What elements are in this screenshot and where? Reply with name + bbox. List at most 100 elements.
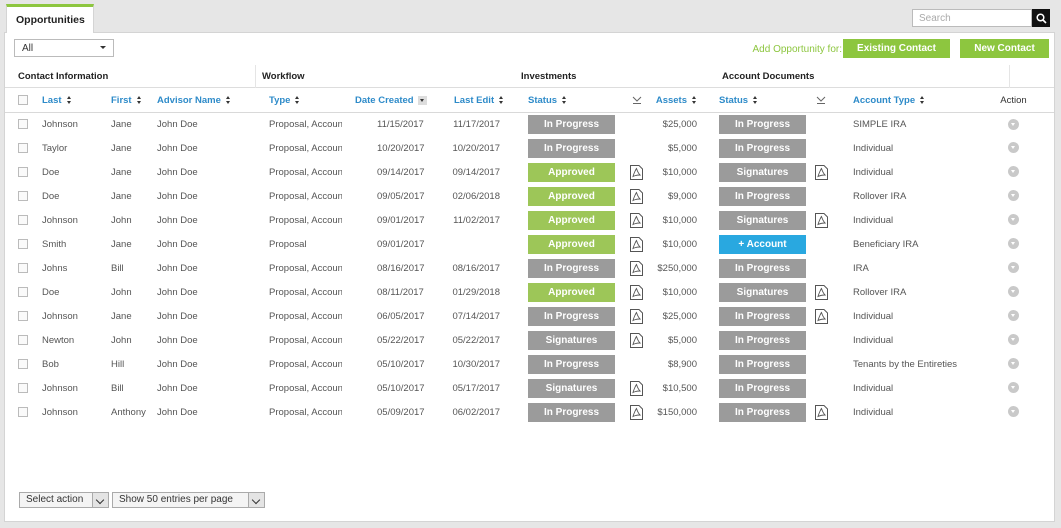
row-checkbox[interactable] <box>18 238 28 249</box>
pdf-file-icon[interactable] <box>630 380 643 396</box>
row-checkbox[interactable] <box>18 262 28 273</box>
col-document-download[interactable] <box>809 89 833 113</box>
existing-contact-button[interactable]: Existing Contact <box>843 39 950 58</box>
search-input[interactable] <box>912 9 1032 27</box>
row-action-dropdown-icon[interactable] <box>1008 190 1019 202</box>
tab-opportunities[interactable]: Opportunities <box>6 4 94 33</box>
table-row[interactable]: Taylor Jane John Doe Proposal, Account 10/20… <box>5 136 1054 160</box>
row-action-dropdown-icon[interactable] <box>1008 286 1019 298</box>
table-row[interactable]: Newton John John Doe Proposal, Account 05/22… <box>5 328 1054 352</box>
col-investment-download[interactable] <box>626 89 647 113</box>
row-action-dropdown-icon[interactable] <box>1008 142 1019 154</box>
pdf-file-icon[interactable] <box>630 188 643 204</box>
table-row[interactable]: Bob Hill John Doe Proposal, Account 05/10/20… <box>5 352 1054 376</box>
table-row[interactable]: Johnson Anthony John Doe Proposal, Account 0… <box>5 400 1054 424</box>
pdf-file-icon[interactable] <box>630 236 643 252</box>
document-status-badge[interactable]: In Progress <box>719 306 806 326</box>
table-row[interactable]: Johns Bill John Doe Proposal, Account 08/16/… <box>5 256 1054 280</box>
investment-status-badge[interactable]: Signatures <box>528 330 615 350</box>
row-checkbox[interactable] <box>18 142 28 153</box>
row-action-dropdown-icon[interactable] <box>1008 310 1019 322</box>
row-checkbox[interactable] <box>18 166 28 177</box>
investment-status-badge[interactable]: In Progress <box>528 114 615 134</box>
col-last-edit[interactable]: Last Edit <box>429 89 516 113</box>
table-row[interactable]: Johnson John John Doe Proposal, Account 09/0… <box>5 208 1054 232</box>
row-action-dropdown-icon[interactable] <box>1008 166 1019 178</box>
bulk-action-select[interactable]: Select action <box>19 492 109 508</box>
col-account-type[interactable]: Account Type <box>833 89 973 113</box>
col-date-created[interactable]: Date Created <box>342 89 429 113</box>
investment-status-badge[interactable]: Signatures <box>528 378 615 398</box>
row-action-dropdown-icon[interactable] <box>1008 406 1019 418</box>
document-status-badge[interactable]: + Account <box>719 234 806 254</box>
row-checkbox[interactable] <box>18 214 28 225</box>
col-document-status[interactable]: Status <box>705 89 809 113</box>
row-checkbox[interactable] <box>18 382 28 393</box>
document-status-badge[interactable]: Signatures <box>719 210 806 230</box>
row-action-dropdown-icon[interactable] <box>1008 262 1019 274</box>
investment-status-badge[interactable]: Approved <box>528 234 615 254</box>
row-action-dropdown-icon[interactable] <box>1008 334 1019 346</box>
col-type[interactable]: Type <box>256 89 342 113</box>
pdf-file-icon[interactable] <box>814 404 828 420</box>
row-checkbox[interactable] <box>18 119 28 130</box>
pdf-file-icon[interactable] <box>630 212 643 228</box>
document-status-badge[interactable]: In Progress <box>719 378 806 398</box>
row-action-dropdown-icon[interactable] <box>1008 238 1019 250</box>
row-action-dropdown-icon[interactable] <box>1008 382 1019 394</box>
document-status-badge[interactable]: Signatures <box>719 162 806 182</box>
pdf-file-icon[interactable] <box>814 284 828 300</box>
investment-status-badge[interactable]: In Progress <box>528 306 615 326</box>
document-status-badge[interactable]: In Progress <box>719 354 806 374</box>
investment-status-badge[interactable]: Approved <box>528 210 615 230</box>
table-row[interactable]: Johnson Bill John Doe Proposal, Account 05/1… <box>5 376 1054 400</box>
row-action-dropdown-icon[interactable] <box>1008 214 1019 226</box>
row-checkbox[interactable] <box>18 310 28 321</box>
pdf-file-icon[interactable] <box>630 404 643 420</box>
document-status-badge[interactable]: In Progress <box>719 138 806 158</box>
new-contact-button[interactable]: New Contact <box>960 39 1049 58</box>
table-row[interactable]: Doe Jane John Doe Proposal, Account 09/05/20… <box>5 184 1054 208</box>
page-size-select[interactable]: Show 50 entries per page <box>112 492 265 508</box>
document-status-badge[interactable]: In Progress <box>719 402 806 422</box>
investment-status-badge[interactable]: Approved <box>528 162 615 182</box>
row-checkbox[interactable] <box>18 190 28 201</box>
document-status-badge[interactable]: In Progress <box>719 330 806 350</box>
col-investment-status[interactable]: Status <box>516 89 626 113</box>
col-last[interactable]: Last <box>42 89 111 113</box>
row-action-dropdown-icon[interactable] <box>1008 358 1019 370</box>
table-row[interactable]: Johnson Jane John Doe Proposal, Account 11/1… <box>5 112 1054 136</box>
investment-status-badge[interactable]: In Progress <box>528 402 615 422</box>
col-assets[interactable]: Assets <box>647 89 705 113</box>
document-status-badge[interactable]: In Progress <box>719 258 806 278</box>
document-status-badge[interactable]: Signatures <box>719 282 806 302</box>
pdf-file-icon[interactable] <box>630 164 643 180</box>
search-button[interactable] <box>1032 9 1050 27</box>
row-checkbox[interactable] <box>18 286 28 297</box>
table-row[interactable]: Doe Jane John Doe Proposal, Account 09/14/20… <box>5 160 1054 184</box>
table-row[interactable]: Smith Jane John Doe Proposal 09/01/2017 Appro… <box>5 232 1054 256</box>
investment-status-badge[interactable]: Approved <box>528 186 615 206</box>
row-action-dropdown-icon[interactable] <box>1008 118 1019 130</box>
pdf-file-icon[interactable] <box>814 308 828 324</box>
pdf-file-icon[interactable] <box>630 260 643 276</box>
investment-status-badge[interactable]: In Progress <box>528 258 615 278</box>
col-advisor[interactable]: Advisor Name <box>157 89 256 113</box>
row-checkbox[interactable] <box>18 358 28 369</box>
filter-select[interactable]: All <box>14 39 114 57</box>
document-status-badge[interactable]: In Progress <box>719 186 806 206</box>
investment-status-badge[interactable]: In Progress <box>528 354 615 374</box>
pdf-file-icon[interactable] <box>630 308 643 324</box>
table-row[interactable]: Doe John John Doe Proposal, Account 08/11/20… <box>5 280 1054 304</box>
investment-status-badge[interactable]: In Progress <box>528 138 615 158</box>
pdf-file-icon[interactable] <box>630 284 643 300</box>
select-all-checkbox[interactable] <box>18 95 28 106</box>
row-checkbox[interactable] <box>18 406 28 417</box>
col-first[interactable]: First <box>111 89 157 113</box>
document-status-badge[interactable]: In Progress <box>719 114 806 134</box>
pdf-file-icon[interactable] <box>814 212 828 228</box>
pdf-file-icon[interactable] <box>630 332 643 348</box>
table-row[interactable]: Johnson Jane John Doe Proposal, Account 06/0… <box>5 304 1054 328</box>
investment-status-badge[interactable]: Approved <box>528 282 615 302</box>
pdf-file-icon[interactable] <box>814 164 828 180</box>
